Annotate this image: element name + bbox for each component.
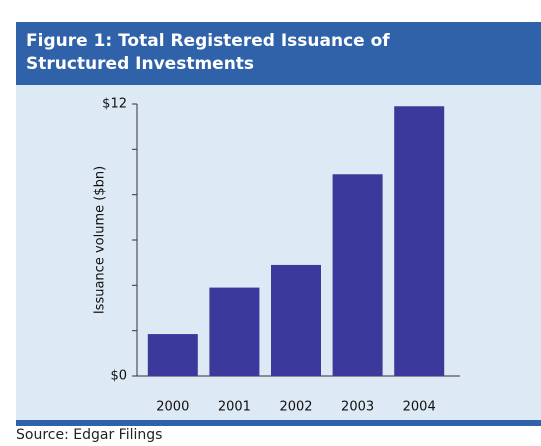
source-note: Source: Edgar Filings bbox=[16, 427, 163, 443]
header-band: Figure 1: Total Registered Issuance of S… bbox=[16, 22, 541, 85]
y-tick-label: $12 bbox=[102, 97, 127, 112]
x-tick-label: 2002 bbox=[279, 400, 312, 415]
y-axis-label: Issuance volume ($bn) bbox=[93, 166, 108, 314]
bar bbox=[271, 264, 321, 376]
chart-title: Figure 1: Total Registered Issuance of S… bbox=[26, 31, 390, 74]
bar bbox=[209, 287, 260, 376]
bar bbox=[332, 174, 383, 376]
bar bbox=[147, 334, 198, 376]
bottom-rule bbox=[16, 420, 541, 426]
x-tick-label: 2003 bbox=[341, 400, 374, 415]
bar bbox=[394, 106, 445, 377]
x-tick-label: 2004 bbox=[403, 400, 436, 415]
x-tick-label: 2001 bbox=[218, 400, 251, 415]
x-tick-label: 2000 bbox=[156, 400, 189, 415]
y-tick-label: $0 bbox=[110, 369, 127, 384]
